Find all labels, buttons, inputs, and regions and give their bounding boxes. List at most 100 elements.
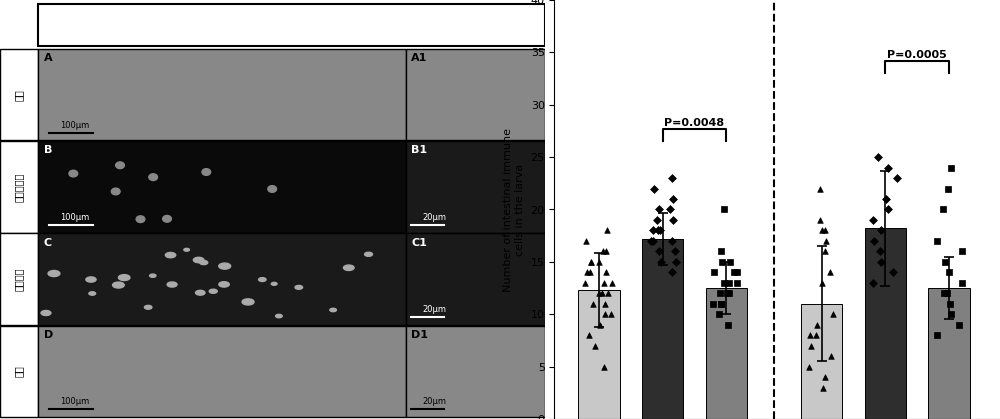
- Bar: [38, 233, 406, 325]
- Ellipse shape: [41, 310, 51, 316]
- Point: [720, 321, 736, 328]
- Point: [815, 384, 831, 391]
- Ellipse shape: [167, 282, 177, 287]
- Point: [577, 279, 593, 286]
- Bar: [406, 233, 545, 325]
- Circle shape: [136, 216, 145, 222]
- Point: [939, 290, 955, 297]
- Point: [941, 269, 957, 276]
- Point: [803, 342, 819, 349]
- Text: 20μm: 20μm: [422, 305, 446, 314]
- Bar: [38, 141, 406, 233]
- Point: [943, 311, 959, 318]
- Point: [651, 206, 667, 213]
- Point: [714, 259, 730, 265]
- Point: [716, 206, 732, 213]
- Point: [665, 196, 681, 202]
- Point: [599, 227, 615, 234]
- Point: [951, 321, 967, 328]
- Point: [802, 332, 818, 339]
- Point: [721, 279, 737, 286]
- Bar: [865, 228, 906, 419]
- Point: [713, 300, 729, 307]
- Bar: [928, 288, 970, 419]
- Point: [929, 238, 945, 244]
- Point: [643, 238, 659, 244]
- Text: 100μm: 100μm: [60, 121, 89, 130]
- Point: [885, 269, 901, 276]
- Point: [814, 227, 830, 234]
- Y-axis label: Number of intestinal immune
cells in the larva: Number of intestinal immune cells in the…: [503, 127, 525, 292]
- Point: [873, 259, 889, 265]
- Point: [662, 206, 678, 213]
- Point: [598, 269, 614, 276]
- Point: [592, 321, 608, 328]
- Ellipse shape: [271, 282, 277, 285]
- Circle shape: [163, 215, 171, 222]
- Point: [596, 279, 612, 286]
- Point: [645, 227, 661, 234]
- Ellipse shape: [165, 252, 176, 258]
- Bar: [38, 49, 406, 140]
- Point: [937, 259, 953, 265]
- Point: [954, 279, 970, 286]
- Point: [665, 217, 681, 223]
- Ellipse shape: [113, 282, 124, 288]
- Ellipse shape: [118, 274, 130, 281]
- Point: [880, 206, 896, 213]
- Point: [814, 279, 830, 286]
- Point: [651, 248, 667, 255]
- Point: [817, 227, 833, 234]
- Point: [587, 342, 603, 349]
- Ellipse shape: [242, 299, 254, 305]
- Point: [597, 300, 613, 307]
- Ellipse shape: [200, 261, 208, 265]
- Bar: [406, 141, 545, 233]
- Bar: [0, 233, 38, 325]
- Point: [667, 248, 683, 255]
- Point: [585, 300, 601, 307]
- Point: [578, 238, 594, 244]
- Ellipse shape: [144, 305, 152, 309]
- Ellipse shape: [196, 290, 205, 295]
- Point: [713, 300, 729, 307]
- Circle shape: [69, 170, 78, 177]
- Point: [668, 259, 684, 265]
- Point: [645, 238, 661, 244]
- Ellipse shape: [48, 271, 60, 277]
- Ellipse shape: [365, 252, 373, 256]
- Point: [865, 279, 881, 286]
- Text: B: B: [44, 145, 52, 155]
- Text: P=0.0048: P=0.0048: [664, 118, 725, 128]
- Ellipse shape: [193, 257, 204, 263]
- Point: [650, 227, 666, 234]
- Point: [579, 269, 595, 276]
- Text: D: D: [44, 330, 53, 340]
- Point: [591, 259, 607, 265]
- Bar: [801, 304, 842, 419]
- Ellipse shape: [219, 282, 229, 287]
- Point: [597, 311, 613, 318]
- Point: [866, 238, 882, 244]
- Point: [583, 259, 599, 265]
- Point: [713, 248, 729, 255]
- Point: [604, 279, 620, 286]
- Text: 中性粒细胞: 中性粒细胞: [14, 172, 24, 202]
- Point: [664, 175, 680, 181]
- Bar: [406, 49, 545, 140]
- Point: [583, 259, 599, 265]
- Point: [942, 300, 958, 307]
- Point: [649, 217, 665, 223]
- Text: 明场: 明场: [14, 89, 24, 101]
- Ellipse shape: [343, 265, 354, 271]
- Point: [729, 279, 745, 286]
- Point: [825, 311, 841, 318]
- Point: [812, 185, 828, 192]
- Point: [581, 332, 597, 339]
- Ellipse shape: [276, 314, 282, 318]
- Text: 100μm: 100μm: [60, 398, 89, 406]
- Text: 组合: 组合: [14, 365, 24, 377]
- Point: [711, 311, 727, 318]
- Point: [646, 185, 662, 192]
- Bar: [406, 326, 545, 417]
